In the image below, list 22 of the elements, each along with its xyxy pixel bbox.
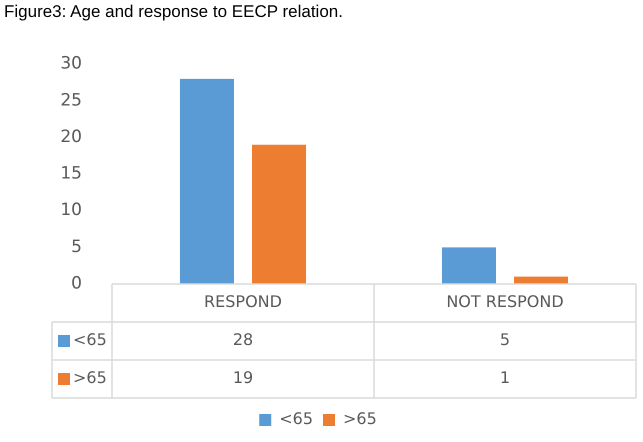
data-label: 5 — [500, 330, 510, 350]
y-tick-label: 30 — [60, 54, 82, 74]
y-tick-label: 25 — [60, 90, 82, 110]
bar — [180, 78, 234, 284]
data-label: 28 — [232, 330, 254, 350]
y-tick-label: 10 — [60, 200, 82, 220]
y-tick-label: 20 — [60, 126, 82, 147]
chart-title: Figure3: Age and response to EECP relation. — [4, 2, 344, 23]
y-tick-label: 5 — [71, 236, 82, 257]
x-tick-label: RESPOND — [204, 292, 282, 312]
legend-label: <65 — [73, 330, 107, 350]
y-tick-label: 15 — [60, 164, 82, 184]
bar — [442, 247, 496, 284]
legend-label: >65 — [343, 409, 377, 428]
bar — [514, 276, 568, 284]
text: >65 — [73, 368, 107, 388]
data-label: 19 — [232, 368, 254, 388]
x-tick-label: NOT RESPOND — [446, 292, 564, 312]
bar — [252, 144, 306, 284]
y-tick-label: 0 — [71, 273, 82, 294]
data-label: 1 — [500, 368, 510, 388]
text: <65 — [279, 409, 313, 428]
